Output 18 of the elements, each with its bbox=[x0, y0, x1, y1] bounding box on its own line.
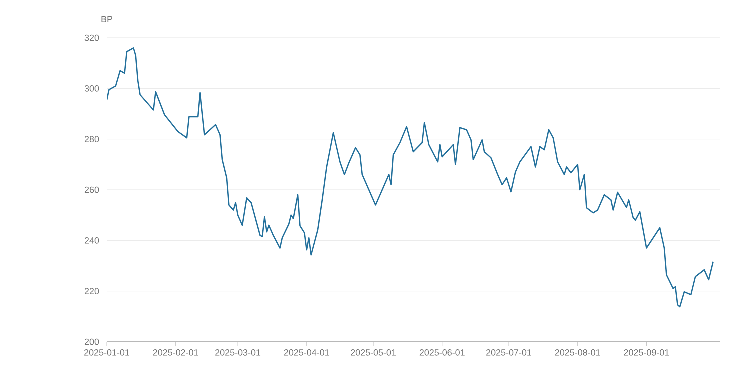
x-tick-label: 2025-01-01 bbox=[84, 350, 130, 356]
x-tick-label: 2025-09-01 bbox=[624, 350, 670, 356]
y-tick-label: 240 bbox=[84, 237, 100, 244]
x-tick-label: 2025-03-01 bbox=[216, 350, 261, 356]
y-tick-label: 300 bbox=[84, 85, 100, 92]
x-tick-label: 2025-04-01 bbox=[284, 350, 330, 356]
x-tick-label: 2025-06-01 bbox=[420, 350, 465, 356]
x-tick-label: 2025-02-01 bbox=[153, 350, 198, 356]
line-series bbox=[107, 47, 714, 308]
y-axis-title: BP bbox=[102, 16, 113, 22]
y-tick-label: 220 bbox=[84, 288, 100, 295]
x-tick-label: 2025-08-01 bbox=[555, 350, 600, 356]
y-tick-label: 320 bbox=[84, 34, 100, 42]
y-tick-label: 260 bbox=[84, 186, 100, 194]
x-tick-label: 2025-07-01 bbox=[486, 350, 532, 356]
y-tick-label: 200 bbox=[84, 338, 100, 346]
y-tick-label: 280 bbox=[84, 136, 100, 143]
x-tick-label: 2025-05-01 bbox=[351, 350, 396, 356]
